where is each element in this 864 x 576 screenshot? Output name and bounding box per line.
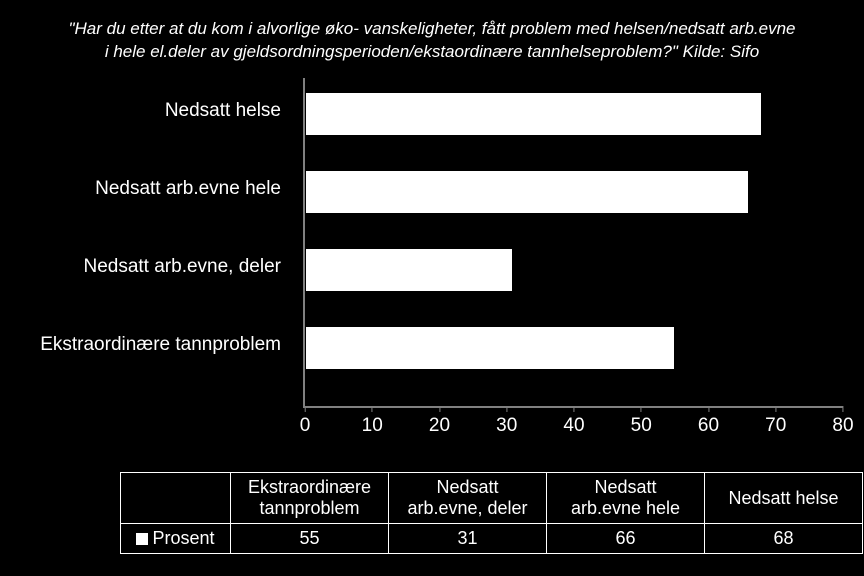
legend-swatch (136, 533, 148, 545)
x-tick-0: 0 (300, 406, 311, 437)
table-header-row: Ekstraordinære tannproblem Nedsatt arb.e… (121, 473, 863, 524)
x-tick-8: 80 (832, 406, 853, 437)
table-col-header-0: Ekstraordinære tannproblem (231, 473, 389, 524)
table-value-0: 55 (231, 524, 389, 554)
category-label-2: Nedsatt arb.evne, deler (21, 256, 281, 278)
bar-0 (305, 92, 762, 136)
x-tick-7: 70 (765, 406, 786, 437)
table-value-3: 68 (705, 524, 863, 554)
table-col-header-3: Nedsatt helse (705, 473, 863, 524)
bar-1 (305, 170, 749, 214)
data-table: Ekstraordinære tannproblem Nedsatt arb.e… (120, 472, 863, 554)
x-tick-2: 20 (429, 406, 450, 437)
x-tick-5: 50 (631, 406, 652, 437)
table-row-label: Prosent (121, 524, 231, 554)
x-tick-3: 30 (496, 406, 517, 437)
x-tick-1: 10 (362, 406, 383, 437)
table-corner-cell (121, 473, 231, 524)
plot-area: 0 10 20 30 40 50 60 70 80 (303, 78, 843, 408)
chart-title: "Har du etter at du kom i alvorlige øko-… (68, 18, 796, 64)
table-col-header-2: Nedsatt arb.evne hele (547, 473, 705, 524)
chart-container: "Har du etter at du kom i alvorlige øko-… (0, 0, 864, 576)
table-col-header-1: Nedsatt arb.evne, deler (389, 473, 547, 524)
bar-3 (305, 326, 675, 370)
x-axis-ticks: 0 10 20 30 40 50 60 70 80 (305, 406, 843, 436)
table-value-2: 66 (547, 524, 705, 554)
x-tick-6: 60 (698, 406, 719, 437)
table-value-1: 31 (389, 524, 547, 554)
x-tick-4: 40 (563, 406, 584, 437)
category-label-1: Nedsatt arb.evne hele (21, 178, 281, 200)
bar-2 (305, 248, 513, 292)
table-value-row: Prosent 55 31 66 68 (121, 524, 863, 554)
category-label-0: Nedsatt helse (21, 100, 281, 122)
category-label-3: Ekstraordinære tannproblem (21, 334, 281, 356)
